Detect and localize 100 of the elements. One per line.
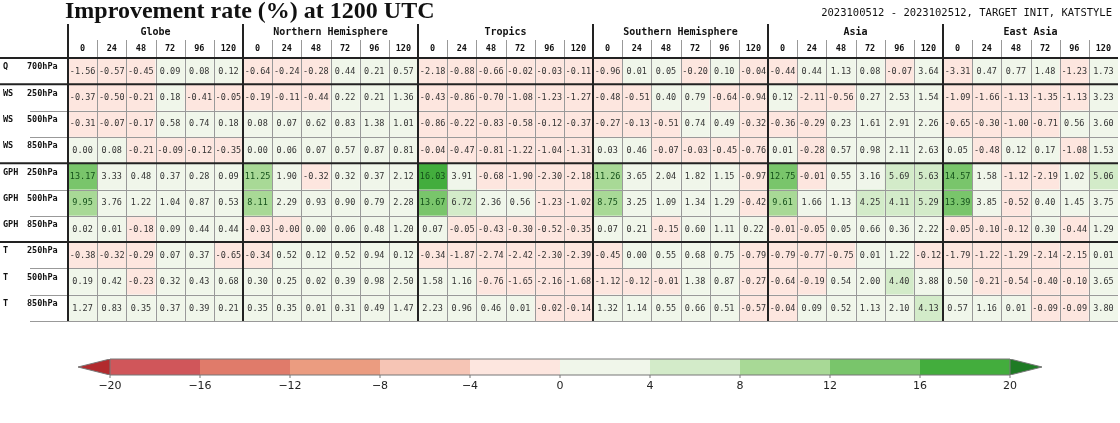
data-label: 0.08	[859, 65, 881, 76]
data-label: -0.24	[273, 65, 300, 76]
data-label: 0.87	[714, 276, 735, 287]
x-tick-label: 120	[220, 43, 237, 54]
text: Globe	[140, 25, 171, 37]
data-label: -0.11	[273, 92, 300, 103]
x-tick-label: 120	[920, 43, 937, 54]
data-label: -2.30	[536, 171, 563, 182]
data-label: -0.52	[1003, 197, 1029, 208]
data-label: -0.21	[973, 276, 1000, 287]
data-label: -0.30	[973, 118, 1000, 129]
data-label: 0.57	[393, 65, 414, 76]
data-label: 1.45	[1064, 197, 1085, 208]
data-label: -0.44	[303, 92, 329, 103]
data-label: 2.00	[859, 276, 881, 287]
x-tick-label: 0	[255, 43, 261, 54]
data-label: -1.22	[973, 249, 1000, 260]
data-label: -0.70	[478, 92, 504, 103]
data-label: -1.31	[565, 144, 592, 155]
color-bar-label: 20	[1003, 379, 1017, 393]
data-label: 12.75	[769, 171, 796, 182]
data-label: 3.65	[626, 171, 647, 182]
data-label: 3.23	[1093, 92, 1114, 103]
data-label: -0.71	[1032, 118, 1058, 129]
x-tick-label: 72	[689, 43, 701, 54]
x-tick-label: 24	[106, 43, 117, 54]
data-label: 0.06	[334, 223, 356, 234]
data-label: 0.10	[714, 65, 735, 76]
data-label: 0.07	[422, 223, 443, 234]
data-label: -0.01	[769, 223, 796, 234]
data-label: -0.32	[303, 171, 329, 182]
y-tick-label: GPH 500hPa	[3, 192, 58, 203]
data-label: 1.90	[276, 171, 297, 182]
data-label: -0.19	[798, 276, 825, 287]
text: Northern Hemisphere	[273, 25, 388, 37]
color-bar-label: −16	[188, 379, 212, 393]
data-label: 3.91	[451, 171, 472, 182]
data-label: -0.09	[1032, 302, 1058, 313]
color-bar-label: 12	[823, 379, 837, 393]
data-label: 0.01	[509, 302, 531, 313]
data-label: 2.04	[655, 171, 677, 182]
data-label: 0.94	[364, 249, 385, 260]
data-label: -0.05	[215, 92, 242, 103]
data-label: 0.02	[72, 223, 93, 234]
data-label: 1.01	[393, 118, 414, 129]
data-label: 0.83	[334, 118, 356, 129]
data-label: -0.31	[69, 118, 96, 129]
data-label: 1.09	[655, 197, 677, 208]
x-tick-label: 96	[894, 43, 905, 54]
data-label: -2.18	[419, 65, 446, 76]
data-label: 0.48	[130, 171, 152, 182]
data-label: 1.32	[597, 302, 618, 313]
data-label: 1.47	[393, 302, 414, 313]
x-tick-label: 48	[485, 43, 497, 54]
data-label: -2.39	[565, 249, 592, 260]
data-label: 3.25	[626, 197, 647, 208]
data-label: -1.08	[1061, 144, 1088, 155]
data-label: 0.50	[947, 276, 968, 287]
data-label: -0.45	[594, 249, 621, 260]
x-tick-label: 0	[780, 43, 786, 54]
data-label: -0.45	[128, 65, 154, 76]
data-label: 0.22	[743, 223, 764, 234]
data-label: -0.44	[1061, 223, 1088, 234]
data-label: -2.74	[478, 249, 504, 260]
data-label: -0.37	[565, 118, 592, 129]
data-label: 0.57	[334, 144, 356, 155]
data-label: -0.34	[419, 249, 446, 260]
data-label: -0.13	[623, 118, 650, 129]
data-label: -0.36	[769, 118, 796, 129]
data-label: 0.18	[218, 118, 239, 129]
data-label: -0.51	[653, 118, 679, 129]
data-label: -0.79	[769, 249, 796, 260]
category-label: WS 850hPa	[3, 140, 58, 151]
data-label: 0.58	[159, 118, 181, 129]
x-tick-label: 48	[310, 43, 322, 54]
data-label: -1.56	[69, 65, 96, 76]
color-bar-label: 16	[913, 379, 927, 393]
data-label: -0.64	[244, 65, 271, 76]
data-label: -0.02	[536, 302, 563, 313]
data-label: -0.05	[944, 223, 971, 234]
data-label: 0.52	[830, 302, 852, 313]
category-label: Q 700hPa	[3, 61, 58, 72]
data-label: 13.39	[944, 197, 971, 208]
data-label: 2.28	[393, 197, 414, 208]
data-label: 1.14	[626, 302, 647, 313]
data-label: 2.53	[889, 92, 910, 103]
data-label: -0.28	[798, 144, 825, 155]
data-label: 1.04	[159, 197, 181, 208]
data-label: -0.88	[448, 65, 475, 76]
data-label: 0.44	[189, 223, 210, 234]
data-label: 1.61	[859, 118, 881, 129]
data-label: 0.12	[1005, 144, 1027, 155]
data-label: 0.47	[976, 65, 997, 76]
data-label: -2.14	[1032, 249, 1058, 260]
data-label: 0.42	[101, 276, 122, 287]
data-label: 0.74	[189, 118, 210, 129]
data-label: 0.66	[684, 302, 706, 313]
x-tick-label: 120	[745, 43, 762, 54]
data-label: 1.02	[1064, 171, 1085, 182]
category-label: T 500hPa	[3, 271, 58, 282]
